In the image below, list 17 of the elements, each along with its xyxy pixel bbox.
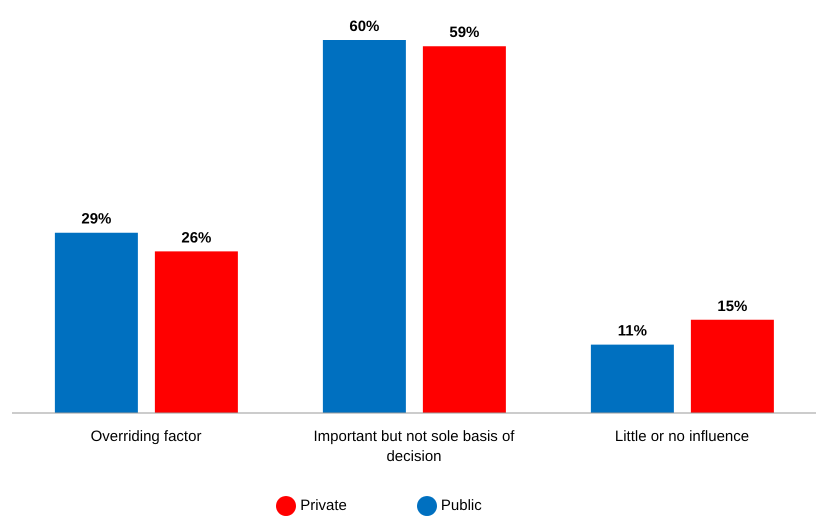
data-label: 15% xyxy=(717,298,748,315)
bar xyxy=(590,344,674,413)
data-label: 29% xyxy=(81,210,112,228)
data-label: 59% xyxy=(449,24,480,42)
legend-label: Public xyxy=(440,496,482,514)
bar xyxy=(322,40,406,413)
x-tick-label: Little or no influence xyxy=(614,428,750,445)
bar xyxy=(54,232,138,413)
legend-label: Private xyxy=(300,496,347,514)
bar xyxy=(154,251,238,413)
x-tick-label: Important but not sole basis of decision xyxy=(314,428,516,465)
data-label: 11% xyxy=(618,322,647,340)
data-label: 26% xyxy=(181,229,212,246)
bar xyxy=(690,320,774,413)
data-label: 60% xyxy=(349,18,380,35)
bar xyxy=(422,46,506,413)
x-tick-label: Overriding factor xyxy=(90,428,202,445)
